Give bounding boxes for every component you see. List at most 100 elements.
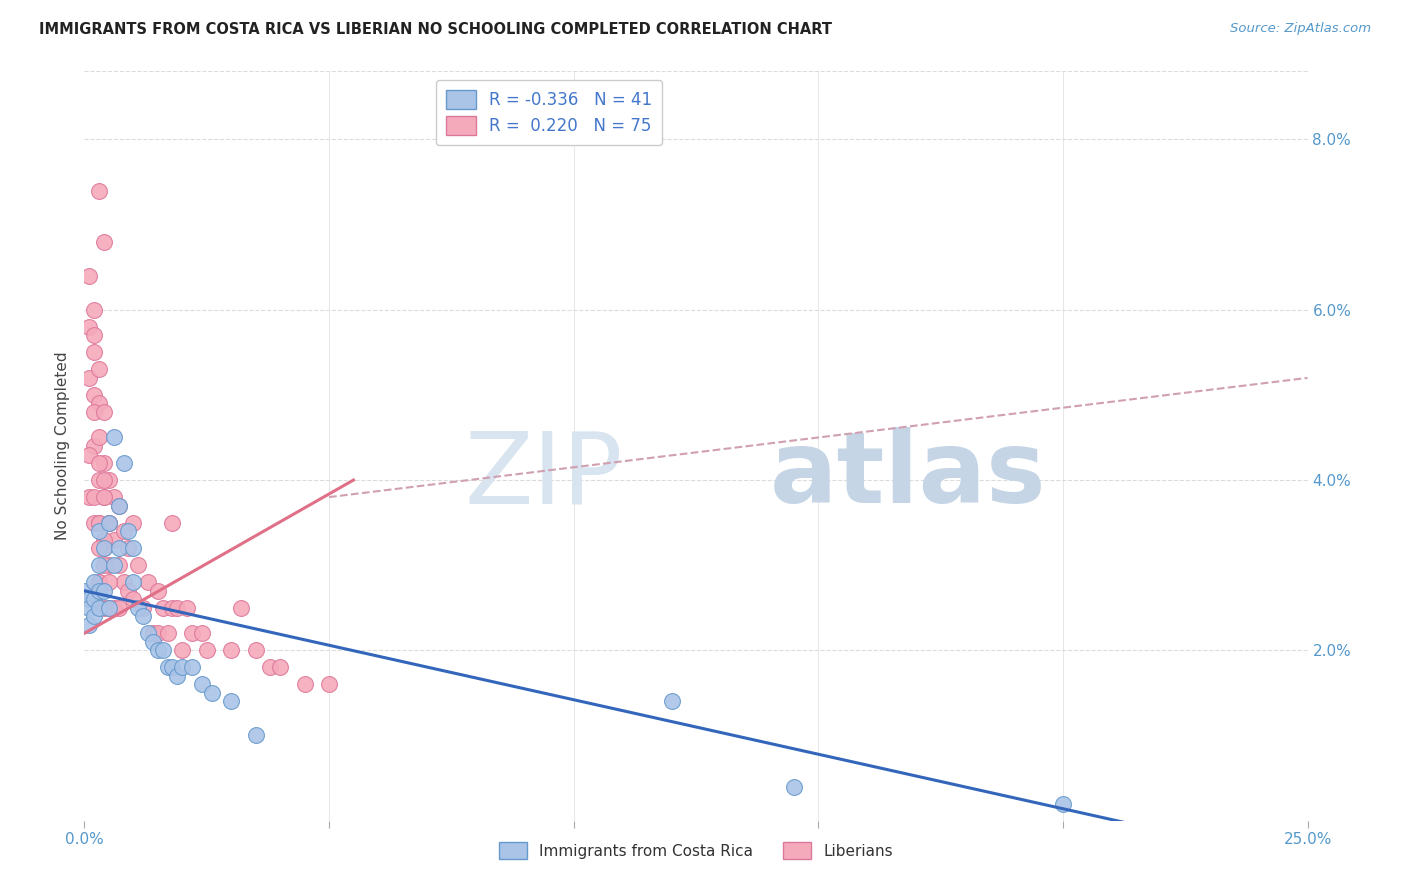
Point bbox=[112, 575, 135, 590]
Point bbox=[127, 600, 149, 615]
Point bbox=[83, 575, 105, 590]
Point bbox=[136, 626, 159, 640]
Point bbox=[87, 583, 110, 598]
Point bbox=[103, 490, 125, 504]
Point bbox=[97, 473, 120, 487]
Point bbox=[152, 600, 174, 615]
Point bbox=[127, 558, 149, 573]
Point bbox=[93, 235, 115, 249]
Point bbox=[112, 524, 135, 538]
Point bbox=[73, 583, 96, 598]
Point bbox=[87, 430, 110, 444]
Point bbox=[122, 516, 145, 530]
Point bbox=[87, 396, 110, 410]
Point bbox=[107, 499, 129, 513]
Point bbox=[166, 600, 188, 615]
Text: ZIP: ZIP bbox=[464, 427, 623, 524]
Point bbox=[122, 575, 145, 590]
Point bbox=[107, 499, 129, 513]
Point bbox=[87, 541, 110, 556]
Point bbox=[172, 643, 194, 657]
Point bbox=[93, 600, 115, 615]
Point bbox=[97, 600, 120, 615]
Point bbox=[103, 600, 125, 615]
Point bbox=[97, 600, 120, 615]
Point bbox=[93, 541, 115, 556]
Point bbox=[245, 729, 267, 743]
Point bbox=[122, 541, 145, 556]
Point bbox=[162, 516, 184, 530]
Point bbox=[83, 516, 105, 530]
Point bbox=[259, 660, 281, 674]
Point bbox=[162, 660, 184, 674]
Point bbox=[77, 371, 100, 385]
Point bbox=[117, 524, 139, 538]
Point bbox=[191, 677, 214, 691]
Point bbox=[97, 516, 120, 530]
Point bbox=[83, 345, 105, 359]
Point bbox=[103, 558, 125, 573]
Point bbox=[83, 328, 105, 343]
Point bbox=[93, 456, 115, 470]
Point bbox=[83, 405, 105, 419]
Point bbox=[77, 319, 100, 334]
Point bbox=[77, 600, 100, 615]
Point bbox=[122, 592, 145, 607]
Point bbox=[93, 558, 115, 573]
Point bbox=[172, 660, 194, 674]
Point bbox=[146, 643, 169, 657]
Point bbox=[93, 473, 115, 487]
Point bbox=[132, 609, 155, 624]
Point bbox=[83, 490, 105, 504]
Point bbox=[77, 268, 100, 283]
Point bbox=[136, 575, 159, 590]
Point bbox=[83, 592, 105, 607]
Point bbox=[1052, 797, 1074, 811]
Point bbox=[87, 575, 110, 590]
Point bbox=[93, 490, 115, 504]
Point bbox=[219, 643, 242, 657]
Point bbox=[87, 575, 110, 590]
Point bbox=[93, 533, 115, 547]
Point bbox=[229, 600, 252, 615]
Point bbox=[156, 626, 179, 640]
Point bbox=[146, 626, 169, 640]
Point bbox=[146, 583, 169, 598]
Point bbox=[83, 439, 105, 453]
Point bbox=[166, 669, 188, 683]
Point bbox=[93, 541, 115, 556]
Point bbox=[142, 626, 165, 640]
Point bbox=[176, 600, 198, 615]
Legend: Immigrants from Costa Rica, Liberians: Immigrants from Costa Rica, Liberians bbox=[494, 836, 898, 865]
Point bbox=[152, 643, 174, 657]
Point bbox=[191, 626, 214, 640]
Point bbox=[294, 677, 316, 691]
Y-axis label: No Schooling Completed: No Schooling Completed bbox=[55, 351, 70, 541]
Point bbox=[117, 583, 139, 598]
Point bbox=[661, 694, 683, 708]
Point bbox=[87, 473, 110, 487]
Point bbox=[269, 660, 291, 674]
Point bbox=[156, 660, 179, 674]
Point bbox=[83, 388, 105, 402]
Point bbox=[77, 592, 100, 607]
Point bbox=[87, 558, 110, 573]
Point bbox=[783, 780, 806, 794]
Point bbox=[93, 583, 115, 598]
Point bbox=[103, 430, 125, 444]
Point bbox=[83, 302, 105, 317]
Text: IMMIGRANTS FROM COSTA RICA VS LIBERIAN NO SCHOOLING COMPLETED CORRELATION CHART: IMMIGRANTS FROM COSTA RICA VS LIBERIAN N… bbox=[39, 22, 832, 37]
Point bbox=[200, 686, 222, 700]
Point bbox=[87, 524, 110, 538]
Point bbox=[132, 600, 155, 615]
Point bbox=[87, 516, 110, 530]
Point bbox=[87, 184, 110, 198]
Point bbox=[97, 516, 120, 530]
Point bbox=[107, 600, 129, 615]
Point bbox=[219, 694, 242, 708]
Point bbox=[87, 516, 110, 530]
Point bbox=[77, 617, 100, 632]
Point bbox=[195, 643, 218, 657]
Point bbox=[117, 541, 139, 556]
Point bbox=[181, 660, 204, 674]
